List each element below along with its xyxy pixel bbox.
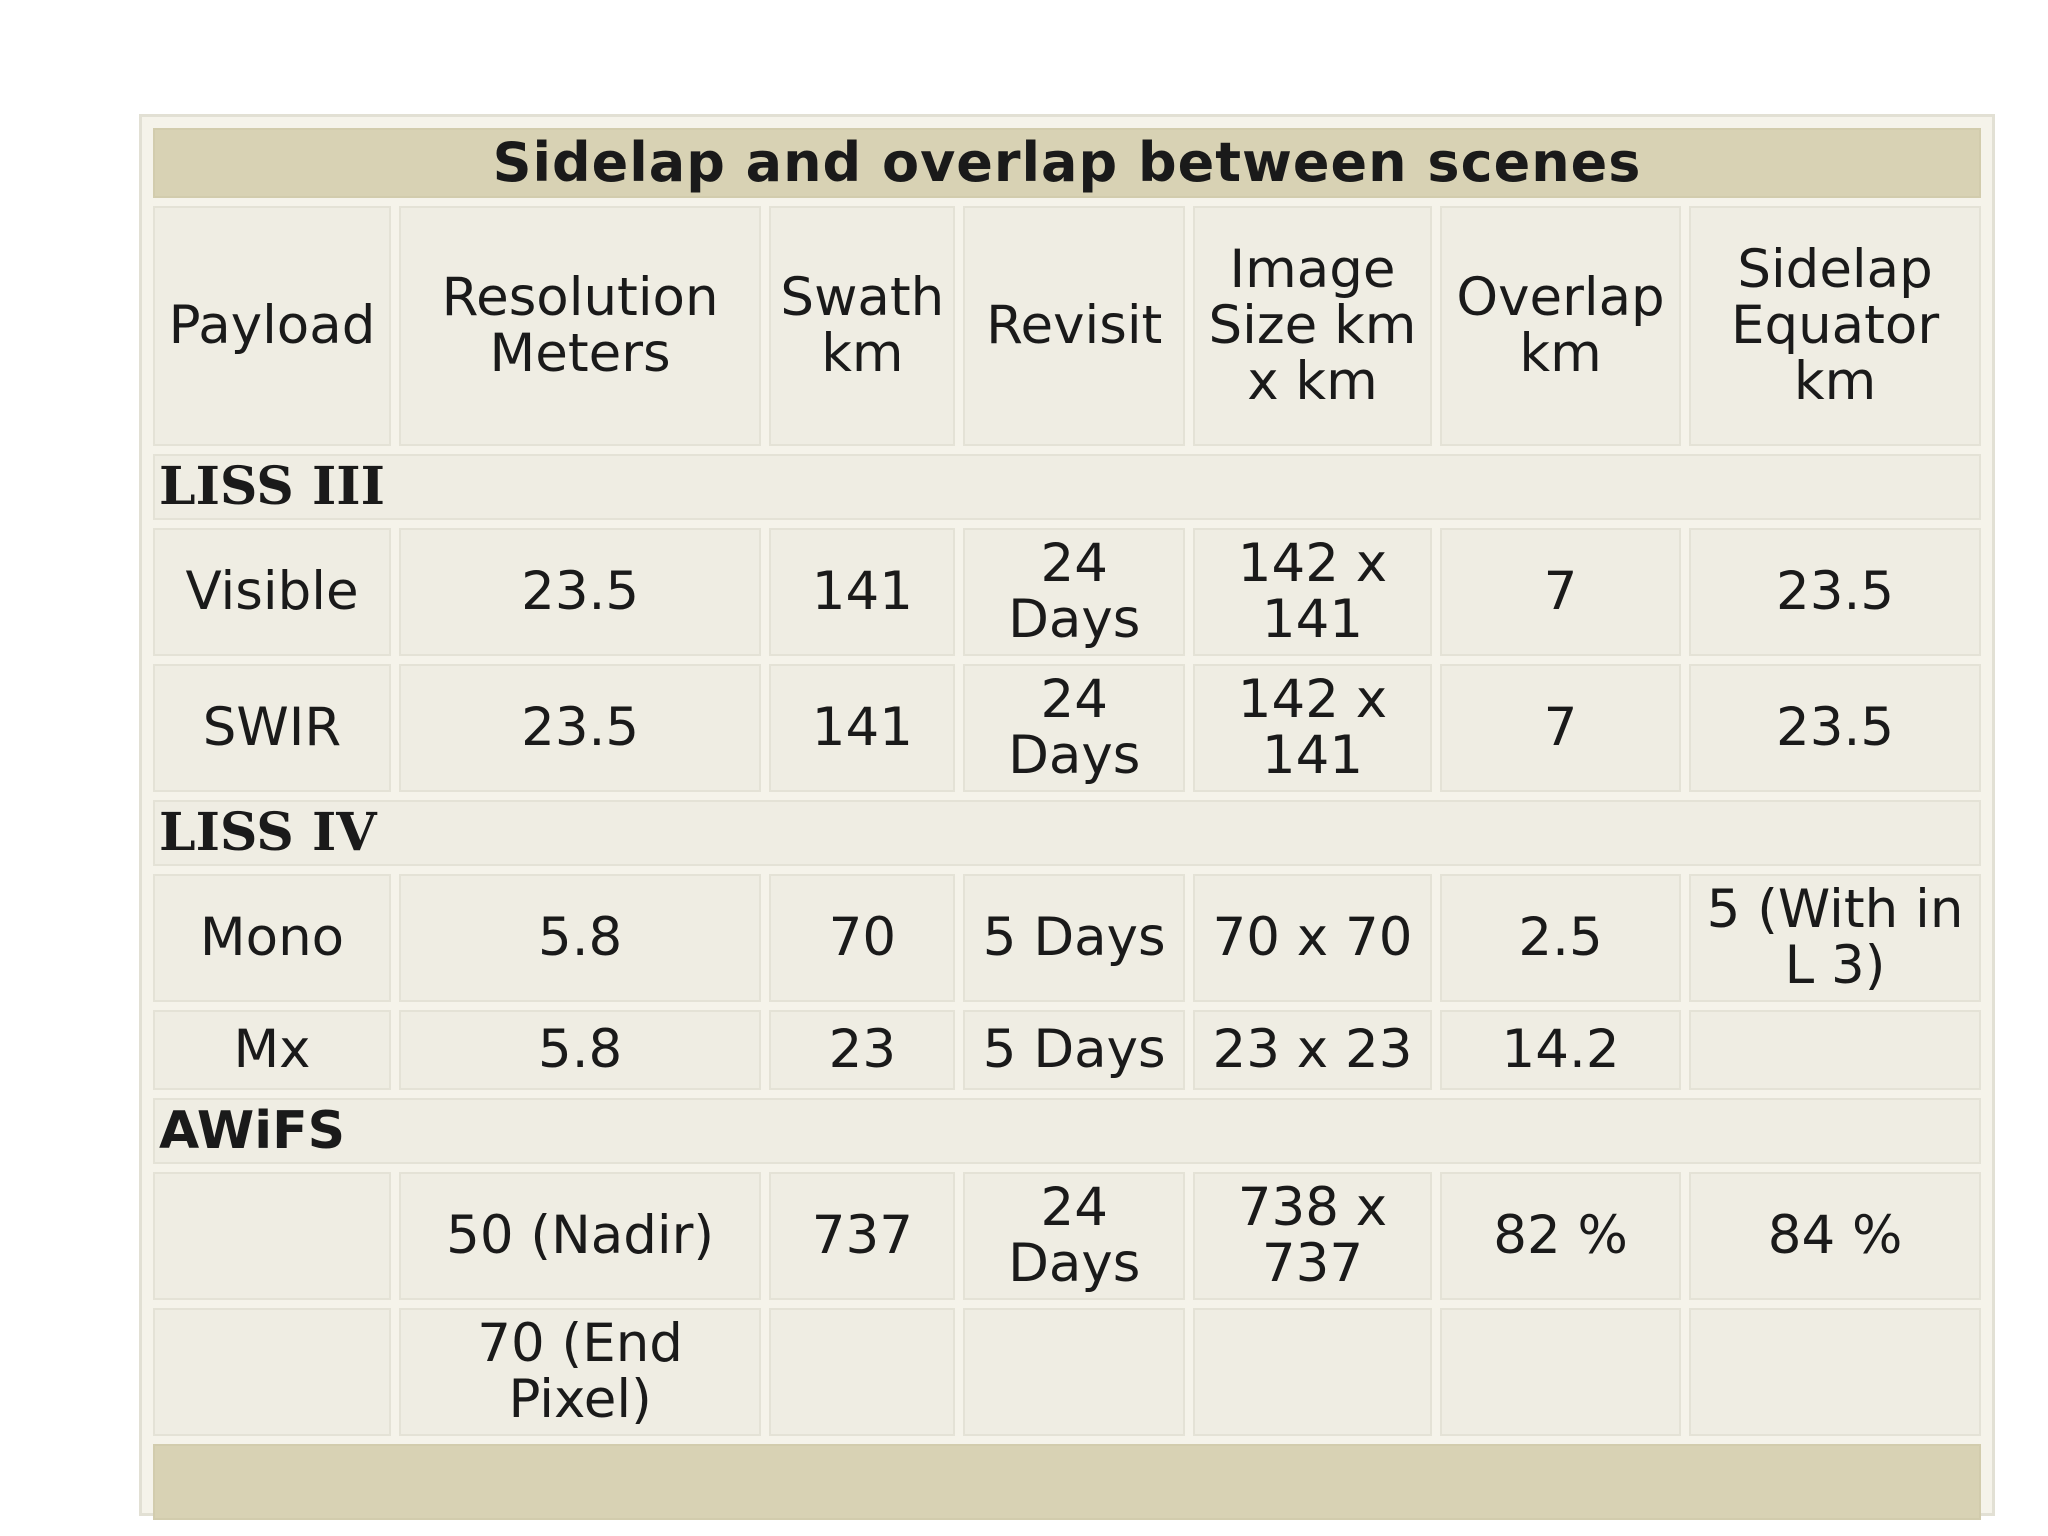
cell-sidelap: 84 % [1689, 1172, 1981, 1300]
cell-revisit: 5 Days [963, 1010, 1185, 1090]
footer-row [153, 1444, 1981, 1520]
cell-resolution: 23.5 [399, 664, 762, 792]
table-row: Mono 5.8 70 5 Days 70 x 70 2.5 5 (With i… [153, 874, 1981, 1002]
section-label-awifs: AWiFS [153, 1098, 1981, 1164]
cell-swath: 141 [769, 528, 956, 656]
section-label-liss3: LISS III [153, 454, 1981, 520]
cell-sidelap [1689, 1308, 1981, 1436]
cell-sidelap [1689, 1010, 1981, 1090]
cell-overlap: 7 [1439, 664, 1682, 792]
cell-image-size: 142 x 141 [1192, 664, 1432, 792]
cell-payload: Mx [153, 1010, 392, 1090]
cell-image-size [1192, 1308, 1432, 1436]
cell-revisit: 5 Days [963, 874, 1185, 1002]
cell-overlap: 82 % [1439, 1172, 1682, 1300]
cell-payload: Visible [153, 528, 392, 656]
cell-revisit: 24 Days [963, 528, 1185, 656]
header-resolution: Resolution Meters [399, 206, 762, 446]
header-overlap: Overlap km [1439, 206, 1682, 446]
cell-image-size: 70 x 70 [1192, 874, 1432, 1002]
cell-resolution: 50 (Nadir) [399, 1172, 762, 1300]
cell-overlap [1439, 1308, 1682, 1436]
cell-sidelap: 5 (With in L 3) [1689, 874, 1981, 1002]
table-footer-bar [153, 1444, 1981, 1520]
cell-swath [769, 1308, 956, 1436]
table-row: SWIR 23.5 141 24 Days 142 x 141 7 23.5 [153, 664, 1981, 792]
title-row: Sidelap and overlap between scenes [153, 128, 1981, 198]
sidelap-overlap-table: Sidelap and overlap between scenes Paylo… [145, 120, 1989, 1528]
cell-payload: SWIR [153, 664, 392, 792]
cell-image-size: 738 x 737 [1192, 1172, 1432, 1300]
header-swath: Swath km [769, 206, 956, 446]
cell-image-size: 23 x 23 [1192, 1010, 1432, 1090]
cell-revisit: 24 Days [963, 1172, 1185, 1300]
cell-resolution: 5.8 [399, 874, 762, 1002]
cell-resolution: 5.8 [399, 1010, 762, 1090]
cell-sidelap: 23.5 [1689, 528, 1981, 656]
table-row: Mx 5.8 23 5 Days 23 x 23 14.2 [153, 1010, 1981, 1090]
cell-revisit: 24 Days [963, 664, 1185, 792]
cell-revisit [963, 1308, 1185, 1436]
cell-overlap: 2.5 [1439, 874, 1682, 1002]
cell-swath: 141 [769, 664, 956, 792]
cell-overlap: 7 [1439, 528, 1682, 656]
header-image-size: Image Size km x km [1192, 206, 1432, 446]
section-row-liss3: LISS III [153, 454, 1981, 520]
section-label-liss4: LISS IV [153, 800, 1981, 866]
table-title: Sidelap and overlap between scenes [153, 128, 1981, 198]
header-row: Payload Resolution Meters Swath km Revis… [153, 206, 1981, 446]
cell-swath: 23 [769, 1010, 956, 1090]
header-sidelap: Sidelap Equator km [1689, 206, 1981, 446]
cell-resolution: 23.5 [399, 528, 762, 656]
header-payload: Payload [153, 206, 392, 446]
cell-image-size: 142 x 141 [1192, 528, 1432, 656]
table-row: Visible 23.5 141 24 Days 142 x 141 7 23.… [153, 528, 1981, 656]
cell-sidelap: 23.5 [1689, 664, 1981, 792]
cell-payload: Mono [153, 874, 392, 1002]
cell-payload [153, 1308, 392, 1436]
header-revisit: Revisit [963, 206, 1185, 446]
cell-resolution: 70 (End Pixel) [399, 1308, 762, 1436]
table-row: 70 (End Pixel) [153, 1308, 1981, 1436]
cell-swath: 70 [769, 874, 956, 1002]
cell-overlap: 14.2 [1439, 1010, 1682, 1090]
cell-payload [153, 1172, 392, 1300]
cell-swath: 737 [769, 1172, 956, 1300]
section-row-liss4: LISS IV [153, 800, 1981, 866]
section-row-awifs: AWiFS [153, 1098, 1981, 1164]
table-row: 50 (Nadir) 737 24 Days 738 x 737 82 % 84… [153, 1172, 1981, 1300]
